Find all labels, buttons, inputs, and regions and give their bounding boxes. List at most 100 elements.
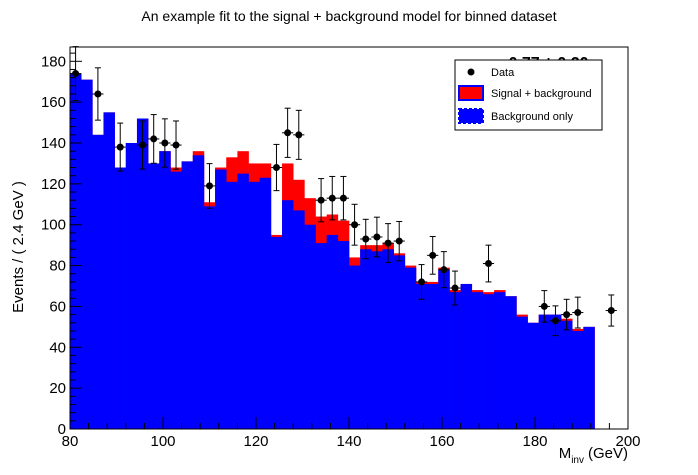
data-point <box>349 203 361 246</box>
x-tick-label: 100 <box>150 433 175 450</box>
data-point <box>360 218 372 260</box>
data-point-marker <box>485 260 492 268</box>
background-only-bar <box>349 265 361 429</box>
data-point <box>415 264 428 300</box>
data-point <box>482 244 495 283</box>
y-tick-label: 100 <box>41 217 66 234</box>
background-only-bar <box>572 330 584 429</box>
data-point <box>114 122 126 172</box>
background-only-bar <box>103 112 115 429</box>
data-point-marker <box>563 311 571 319</box>
y-tick-label: 140 <box>41 135 66 152</box>
data-point <box>136 120 149 170</box>
background-only-bar <box>159 151 171 429</box>
data-points <box>70 46 617 337</box>
data-point-marker <box>339 194 347 202</box>
y-tick-label: 60 <box>49 298 66 315</box>
background-only-bar <box>248 181 261 429</box>
background-only-bar <box>538 314 551 429</box>
x-tick-label: 140 <box>336 433 361 450</box>
background-only-bar <box>449 292 461 429</box>
legend-data-marker-icon <box>467 68 475 76</box>
data-point-marker <box>540 302 548 310</box>
data-point <box>449 270 461 306</box>
background-only-bar <box>583 326 595 429</box>
background-only-bar <box>304 224 316 429</box>
background-only-bar <box>527 322 540 429</box>
data-point-marker <box>362 235 370 243</box>
data-point <box>326 175 338 221</box>
background-only-bar <box>203 206 216 429</box>
background-only-bar <box>136 118 149 430</box>
data-point-marker <box>272 164 280 172</box>
x-axis-label: Minv (GeV) <box>559 445 628 466</box>
x-axis-label-subscript: inv <box>571 455 584 466</box>
plot-area: 0 20 40 60 80 100 120 140 160 180 80 100 120 140 160 1… <box>41 46 641 450</box>
data-point-marker <box>373 233 381 241</box>
y-tick-label: 80 <box>49 258 66 275</box>
data-point <box>605 294 617 327</box>
x-tick-label: 80 <box>62 433 79 450</box>
data-point <box>371 216 383 258</box>
background-only-bar <box>415 283 428 429</box>
y-tick-label: 180 <box>41 53 66 70</box>
data-point <box>572 296 584 329</box>
background-only-bar <box>404 267 417 429</box>
background-only-bar <box>561 320 573 429</box>
background-only-bar <box>270 236 283 429</box>
data-point-marker <box>295 131 303 139</box>
background-only-bar <box>226 181 238 429</box>
data-point-marker <box>161 139 169 147</box>
y-tick-label: 0 <box>58 421 66 438</box>
background-only-histogram <box>70 73 595 430</box>
background-only-bar <box>505 296 517 429</box>
legend: Data Signal + background Background only <box>454 59 603 131</box>
background-only-bar <box>81 79 93 429</box>
x-tick-label: 120 <box>243 433 268 450</box>
data-point-marker <box>328 194 336 202</box>
data-point-marker <box>139 141 147 149</box>
x-axis-label-unit: (GeV) <box>588 445 628 462</box>
background-only-bar <box>482 294 495 429</box>
data-point-marker <box>351 221 359 229</box>
background-only-bar <box>337 241 350 429</box>
x-axis-label-main: M <box>559 445 572 462</box>
data-point <box>549 305 562 337</box>
background-only-bar <box>293 210 305 429</box>
legend-label-data: Data <box>491 67 515 79</box>
data-point-marker <box>574 309 582 317</box>
background-only-bar <box>181 161 194 429</box>
background-only-bar <box>282 200 294 429</box>
data-point <box>337 175 349 221</box>
legend-swatch-background-only <box>458 108 484 124</box>
background-only-bar <box>315 243 327 429</box>
background-only-bar <box>125 143 138 430</box>
data-point <box>393 220 405 262</box>
background-only-bar <box>471 292 484 429</box>
background-only-bar <box>92 134 104 429</box>
background-only-bar <box>192 155 205 429</box>
y-tick-label: 120 <box>41 176 66 193</box>
legend-label-background-only: Background only <box>491 111 573 123</box>
data-point-marker <box>440 266 448 274</box>
background-only-bar <box>438 269 450 429</box>
data-point-marker <box>116 143 124 151</box>
data-point <box>427 236 439 275</box>
y-axis-label: Events / ( 2.4 GeV ) <box>10 181 27 313</box>
background-only-bar <box>170 171 182 429</box>
data-point-marker <box>384 239 392 247</box>
y-axis: 0 20 40 60 80 100 120 140 160 180 <box>41 52 82 438</box>
data-point-marker <box>72 70 80 78</box>
y-tick-label: 40 <box>49 339 66 356</box>
data-point <box>293 109 305 160</box>
data-point <box>92 67 104 121</box>
data-point-marker <box>551 317 559 325</box>
background-only-bar <box>215 169 227 430</box>
data-point-marker <box>395 237 403 245</box>
data-point-marker <box>206 182 213 190</box>
data-point <box>170 120 182 170</box>
data-point <box>438 251 450 289</box>
background-only-bar <box>460 283 473 429</box>
data-point <box>159 118 171 168</box>
